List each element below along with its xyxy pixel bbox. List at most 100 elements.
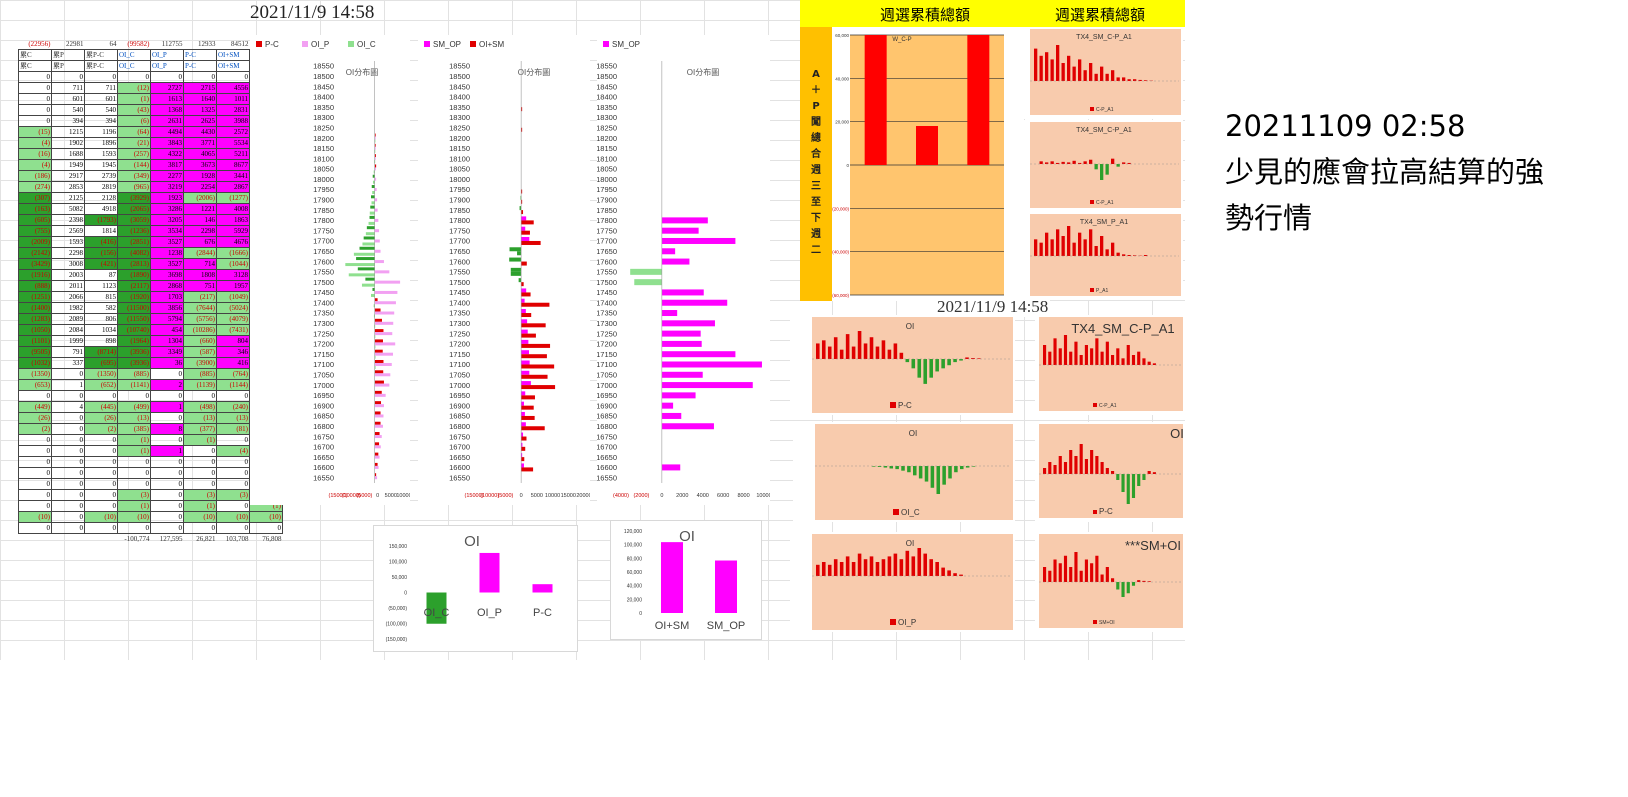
- table-cell: 0: [216, 434, 250, 446]
- bar: [479, 552, 500, 593]
- table-cell: 0: [51, 445, 85, 457]
- y-tick-label: 18250: [449, 123, 470, 132]
- bar: [634, 279, 662, 286]
- table-cell: 0: [84, 71, 118, 83]
- y-tick-label: 18500: [449, 72, 470, 81]
- table-cell: (4): [18, 159, 52, 171]
- table-cell: 0: [51, 511, 85, 523]
- bar: [371, 185, 375, 189]
- table-cell: 0: [51, 500, 85, 512]
- plot-area: [812, 534, 1013, 630]
- x-tick-label: (15000): [329, 493, 348, 499]
- bar: [1122, 162, 1126, 164]
- bar: [816, 564, 820, 576]
- table-cell: 64: [109, 39, 117, 48]
- legend-label: OI_P: [311, 40, 329, 49]
- y-tick-label: (20,000): [832, 206, 849, 211]
- bar: [373, 170, 375, 174]
- table-cell: 0: [18, 93, 52, 105]
- bar: [521, 226, 526, 231]
- table-cell: (4082): [117, 247, 151, 259]
- bar: [1034, 239, 1038, 256]
- table-cell: (10740): [117, 324, 151, 336]
- table-cell: 3673: [183, 159, 217, 171]
- bar: [518, 278, 522, 283]
- chart-title: OI: [906, 322, 914, 331]
- bar: [1079, 444, 1083, 474]
- y-tick-label: 20,000: [627, 597, 643, 603]
- table-cell: 5534: [216, 137, 250, 149]
- bar: [521, 374, 548, 379]
- bar: [371, 195, 375, 199]
- bar: [374, 380, 384, 384]
- bar: [374, 476, 378, 480]
- table-cell: 2254: [183, 181, 217, 193]
- chart-title: TX4_SM_C-P_A1: [1076, 127, 1132, 134]
- y-tick-label: 80,000: [627, 556, 643, 562]
- table-cell: 0: [216, 478, 250, 490]
- table-cell: 0: [84, 456, 118, 468]
- table-cell: (445): [84, 401, 118, 413]
- table-cell: (1890): [117, 269, 151, 281]
- table-cell: [85, 534, 118, 545]
- legend-label: OI_P: [898, 618, 916, 627]
- bar: [917, 548, 922, 576]
- bar: [1083, 70, 1087, 81]
- bar: [361, 283, 375, 287]
- bar: [1078, 162, 1082, 164]
- sm-summary-chart: OI 120,000 100,000 80,000 60,000 40,000 20,000…: [610, 520, 762, 640]
- table-cell: (1): [117, 445, 151, 457]
- bar: [521, 230, 530, 235]
- bar: [916, 126, 938, 165]
- table-cell: (217): [183, 291, 217, 303]
- y-tick-label: 16850: [449, 412, 470, 421]
- bar: [863, 343, 868, 359]
- bar: [1100, 574, 1104, 582]
- legend-swatch: [470, 41, 476, 47]
- bar: [353, 252, 375, 256]
- y-tick-label: 18250: [313, 123, 334, 132]
- y-tick-label: 18550: [597, 62, 617, 71]
- legend-label: OI_C: [357, 40, 376, 49]
- table-cell: (81): [216, 423, 250, 435]
- chart-title: ***SM+OI: [1125, 538, 1181, 553]
- table-cell: 1: [150, 401, 184, 413]
- table-cell: 601: [51, 93, 85, 105]
- bar: [1083, 239, 1087, 256]
- table-cell: 0: [183, 390, 217, 402]
- y-tick-label: 16600: [597, 463, 617, 472]
- table-cell: 2569: [51, 225, 85, 237]
- bar: [1138, 79, 1142, 81]
- table-cell: (274): [18, 181, 52, 193]
- bar: [1050, 239, 1054, 256]
- legend-label: SM+OI: [1099, 620, 1115, 626]
- y-tick-label: 18000: [449, 175, 470, 184]
- bar: [864, 35, 887, 165]
- table-cell: 1304: [150, 335, 184, 347]
- bar: [930, 466, 935, 488]
- y-tick-label: 17900: [449, 196, 470, 205]
- bar: [1058, 563, 1062, 582]
- table-cell: 0: [18, 71, 52, 83]
- table-cell: 3856: [150, 302, 184, 314]
- table-cell: (1964): [117, 335, 151, 347]
- bar: [521, 436, 527, 441]
- y-tick-label: 17900: [313, 196, 334, 205]
- table-cell: (1): [117, 500, 151, 512]
- bar: [521, 339, 529, 344]
- table-cell: 0: [51, 71, 85, 83]
- y-tick-label: 17350: [449, 309, 470, 318]
- bar: [1100, 164, 1104, 180]
- legend-label: SM_OP: [612, 40, 640, 49]
- table-cell: 0: [150, 500, 184, 512]
- table-cell: 1215: [51, 126, 85, 138]
- table-cell: 2867: [216, 181, 250, 193]
- bar: [1116, 582, 1120, 590]
- y-tick-label: 16750: [449, 432, 470, 441]
- y-tick-label: 17050: [313, 371, 334, 380]
- table-cell: (2009): [18, 236, 52, 248]
- bar: [374, 249, 381, 253]
- table-cell: (1350): [84, 368, 118, 380]
